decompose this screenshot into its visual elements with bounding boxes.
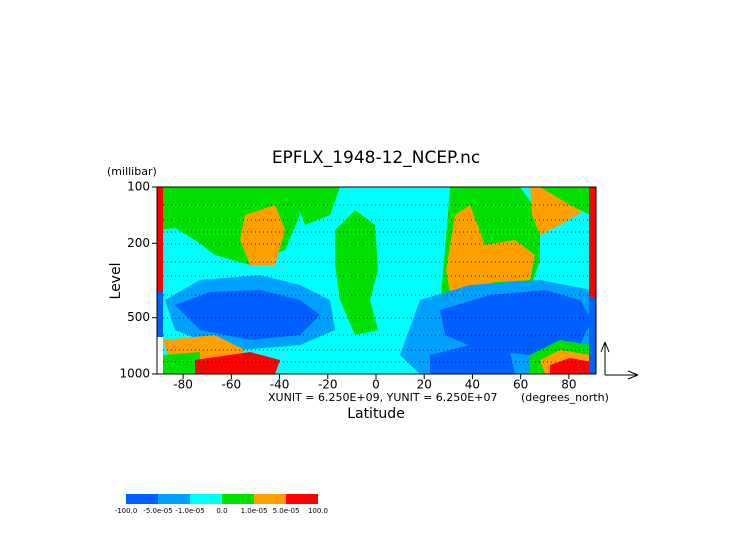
x-tick-label: -60 [222, 378, 242, 392]
x-tick-label: 40 [465, 378, 480, 392]
x-unit: (degrees_north) [521, 391, 609, 404]
annotation: XUNIT = 6.250E+09, YUNIT = 6.250E+07 [268, 391, 497, 404]
x-tick-label: -20 [318, 378, 338, 392]
colorbar-label: 1.0e-05 [241, 507, 268, 515]
colorbar-box [222, 494, 254, 504]
chart-title: EPFLX_1948-12_NCEP.nc [272, 148, 480, 168]
x-tick-label: 20 [417, 378, 432, 392]
x-tick-label: 60 [513, 378, 528, 392]
contour-field [157, 187, 596, 374]
colorbar-label: -5.0e-05 [143, 507, 172, 515]
x-tick-label: -80 [173, 378, 193, 392]
x-tick-label: 0 [372, 378, 380, 392]
y-tick-label: 500 [127, 310, 150, 324]
y-unit: (millibar) [107, 165, 157, 178]
y-tick-label: 100 [127, 180, 150, 194]
x-tick-label: -40 [270, 378, 290, 392]
colorbar-label: -1.0e-05 [175, 507, 204, 515]
colorbar-label: -100.0 [115, 507, 138, 515]
colorbar-box [126, 494, 158, 504]
colorbar-box [286, 494, 318, 504]
colorbar-label: 100.0 [308, 507, 328, 515]
colorbar-label: 0.0 [216, 507, 227, 515]
colorbar-box [190, 494, 222, 504]
x-tick-label: 80 [561, 378, 576, 392]
y-tick-label: 200 [127, 236, 150, 250]
colorbar-label: 5.0e-05 [273, 507, 300, 515]
colorbar-box [254, 494, 286, 504]
y-tick-label: 1000 [119, 367, 150, 381]
x-axis-label: Latitude [347, 406, 405, 422]
colorbar-box [158, 494, 190, 504]
y-axis-label: Level [108, 263, 124, 300]
reference-vector [600, 341, 639, 380]
